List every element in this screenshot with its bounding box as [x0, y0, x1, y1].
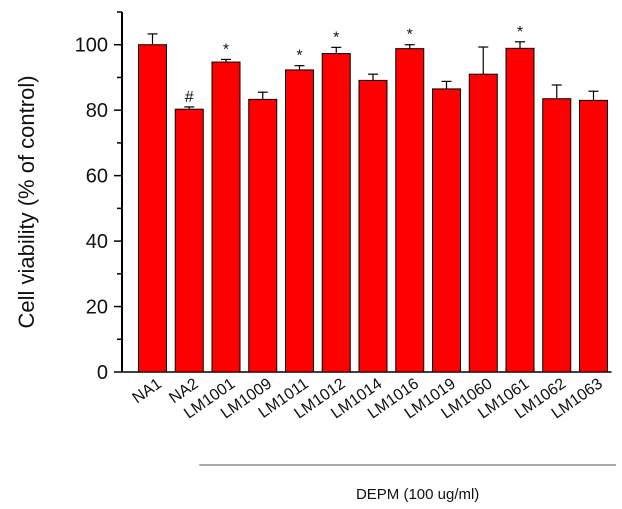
bar-lm1014 [358, 79, 388, 373]
bars [138, 44, 608, 373]
y-tick-label: 20 [86, 297, 108, 319]
bar-na2 [174, 108, 204, 373]
significance-marker-na2: # [185, 89, 194, 106]
significance-markers: # * * * * * [185, 24, 523, 106]
y-tick-label: 60 [86, 166, 108, 188]
bar-lm1063 [579, 99, 608, 373]
significance-marker-lm1061: * [517, 24, 523, 41]
bar-na1 [138, 44, 167, 373]
y-tick-label: 80 [86, 100, 108, 122]
bar-lm1001 [211, 61, 241, 373]
significance-marker-lm1011: * [296, 48, 302, 65]
bar-lm1019 [432, 88, 461, 373]
x-axis-label: DEPM (100 ug/ml) [356, 486, 479, 503]
y-tick-label: 40 [86, 231, 108, 253]
bar-lm1009 [248, 98, 278, 373]
error-bars [147, 33, 599, 110]
bar-lm1011 [285, 69, 314, 373]
bar-lm1012 [321, 53, 351, 373]
category-labels: NA1 NA2LM1001LM1009LM1011LM1012LM1014LM10… [130, 375, 606, 422]
significance-marker-lm1012: * [333, 29, 339, 46]
significance-marker-lm1001: * [223, 41, 229, 58]
significance-marker-lm1016: * [407, 27, 413, 44]
bar-lm1061 [505, 47, 535, 373]
y-tick-label: 0 [97, 362, 108, 384]
category-label-na1: NA1 [130, 375, 165, 407]
bar-lm1060 [468, 73, 498, 373]
bar-lm1016 [395, 48, 425, 373]
y-tick-label: 100 [75, 35, 108, 57]
bar-lm1062 [542, 98, 572, 373]
y-axis-label: Cell viability (% of control) [14, 75, 39, 328]
